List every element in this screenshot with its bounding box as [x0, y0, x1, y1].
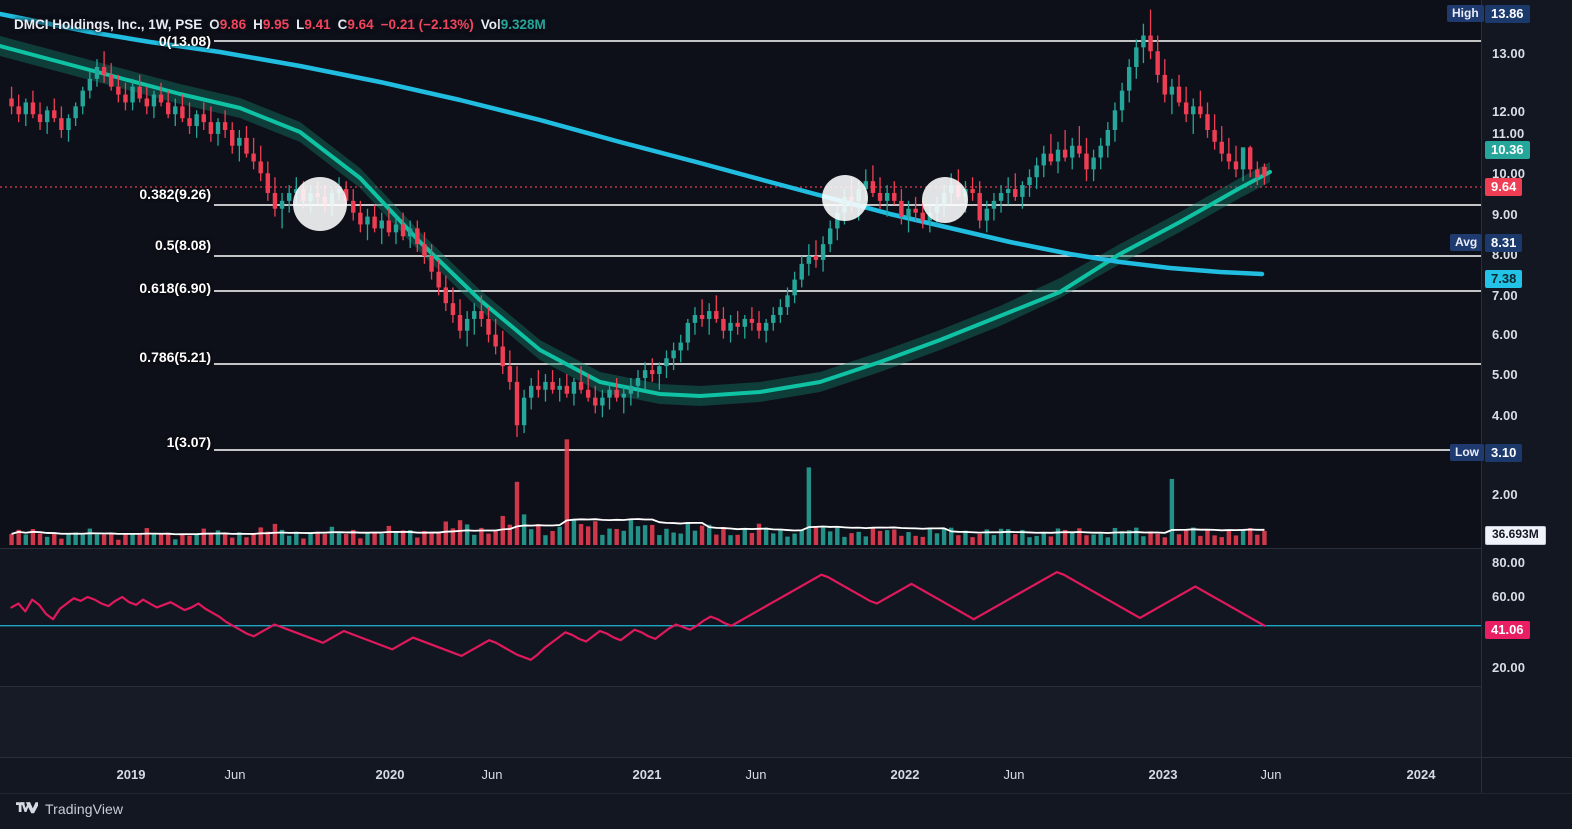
ma-fast-line	[0, 11, 1265, 277]
tradingview-wordmark: TradingView	[45, 801, 124, 817]
legend-open-key: O	[209, 17, 220, 32]
price-pill-avg: 8.31	[1485, 234, 1523, 252]
rsi-pill-last: 41.06	[1485, 621, 1530, 639]
rsi-tick-60: 60.00	[1492, 589, 1526, 604]
price-plot	[0, 9, 1481, 451]
price-pill-low: 3.10	[1485, 444, 1523, 462]
legend-open-value: 9.86	[219, 17, 247, 32]
price-pill-ma-fast: 7.38	[1485, 270, 1523, 288]
legend-close-value: 9.64	[347, 17, 374, 32]
pane-separator-rsi-bottom	[0, 686, 1481, 687]
fib-label-0618: 0.618(6.90)	[139, 280, 211, 296]
time-label-jun1: Jun	[224, 767, 246, 782]
legend-change: −0.21 (−2.13%)	[380, 17, 474, 32]
chart-legend: DMCI Holdings, Inc., 1W, PSE O9.86 H9.95 L9…	[14, 17, 546, 32]
price-scale[interactable]: 13.00 12.00 11.00 10.00 9.00 8.00 7.00 6…	[1481, 0, 1572, 757]
price-tick-5: 5.00	[1492, 367, 1518, 382]
pane-separator-price-rsi	[0, 548, 1481, 549]
legend-high-key: H	[253, 17, 263, 32]
volume-ma-line	[11, 518, 1265, 536]
legend-volume-value: 9.328M	[500, 17, 546, 32]
legend-low-key: L	[296, 17, 305, 32]
price-tick-11: 11.00	[1492, 126, 1525, 141]
ma-ribbon-band	[0, 36, 1270, 406]
time-label-2021: 2021	[632, 767, 662, 782]
legend-close-key: C	[337, 17, 348, 32]
price-tick-9: 9.00	[1492, 207, 1518, 222]
time-label-jun4: Jun	[1003, 767, 1025, 782]
fib-label-05: 0.5(8.08)	[154, 237, 211, 253]
time-label-2024: 2024	[1406, 767, 1436, 782]
time-scale[interactable]: 2019 Jun 2020 Jun 2021 Jun 2022 Jun 2023…	[0, 757, 1572, 794]
price-tick-4: 4.00	[1492, 408, 1518, 423]
fib-label-0: 0(13.08)	[158, 33, 211, 49]
rsi-plot	[0, 571, 1481, 661]
volume-bars	[9, 439, 1267, 545]
time-label-jun3: Jun	[745, 767, 767, 782]
fib-label-0786: 0.786(5.21)	[139, 349, 211, 365]
rsi-tick-80: 80.00	[1492, 555, 1526, 570]
time-label-jun5: Jun	[1260, 767, 1282, 782]
time-label-2022: 2022	[890, 767, 920, 782]
price-pane[interactable]: 0(13.08) 0.382(9.26) 0.5(8.08) 0.618(6.9…	[0, 0, 1481, 548]
low-tag: Low	[1450, 444, 1484, 461]
tradingview-logo[interactable]: TradingView	[16, 801, 123, 817]
ma-slow-line	[0, 44, 1272, 398]
time-label-2023: 2023	[1148, 767, 1178, 782]
price-pill-last: 9.64	[1485, 178, 1523, 196]
price-tick-10: 10.00	[1492, 166, 1526, 181]
highlight-circles	[293, 175, 968, 231]
price-tick-13: 13.00	[1492, 46, 1526, 61]
fib-lines	[214, 40, 1481, 451]
price-tick-2: 2.00	[1492, 487, 1518, 502]
legend-low-value: 9.41	[304, 17, 331, 32]
legend-symbol: DMCI Holdings, Inc., 1W, PSE	[14, 17, 203, 32]
fib-label-1: 1(3.07)	[166, 434, 211, 450]
empty-pane	[0, 687, 1481, 757]
price-tick-7: 7.00	[1492, 288, 1518, 303]
volume-subpanel	[9, 439, 1267, 545]
footer-bar: TradingView	[0, 793, 1572, 829]
high-tag: High	[1447, 5, 1484, 22]
price-pill-ma: 10.36	[1485, 141, 1530, 159]
rsi-line	[10, 571, 1266, 661]
time-label-2019: 2019	[116, 767, 146, 782]
volume-pill-last: 36.693M	[1485, 526, 1546, 545]
avg-tag: Avg	[1450, 234, 1483, 251]
fib-label-0382: 0.382(9.26)	[139, 186, 211, 202]
rsi-pane[interactable]: investagrams	[0, 549, 1481, 686]
candlestick-series	[9, 9, 1267, 438]
rsi-tick-20: 20.00	[1492, 660, 1526, 675]
time-label-jun2: Jun	[481, 767, 503, 782]
time-label-2020: 2020	[375, 767, 405, 782]
tradingview-mark-icon	[16, 802, 38, 814]
price-tick-12: 12.00	[1492, 104, 1526, 119]
legend-volume-key: Vol	[480, 17, 501, 32]
time-scale-divider	[1481, 758, 1482, 794]
legend-high-value: 9.95	[262, 17, 290, 32]
price-pill-high: 13.86	[1485, 5, 1530, 23]
price-tick-6: 6.00	[1492, 327, 1518, 342]
